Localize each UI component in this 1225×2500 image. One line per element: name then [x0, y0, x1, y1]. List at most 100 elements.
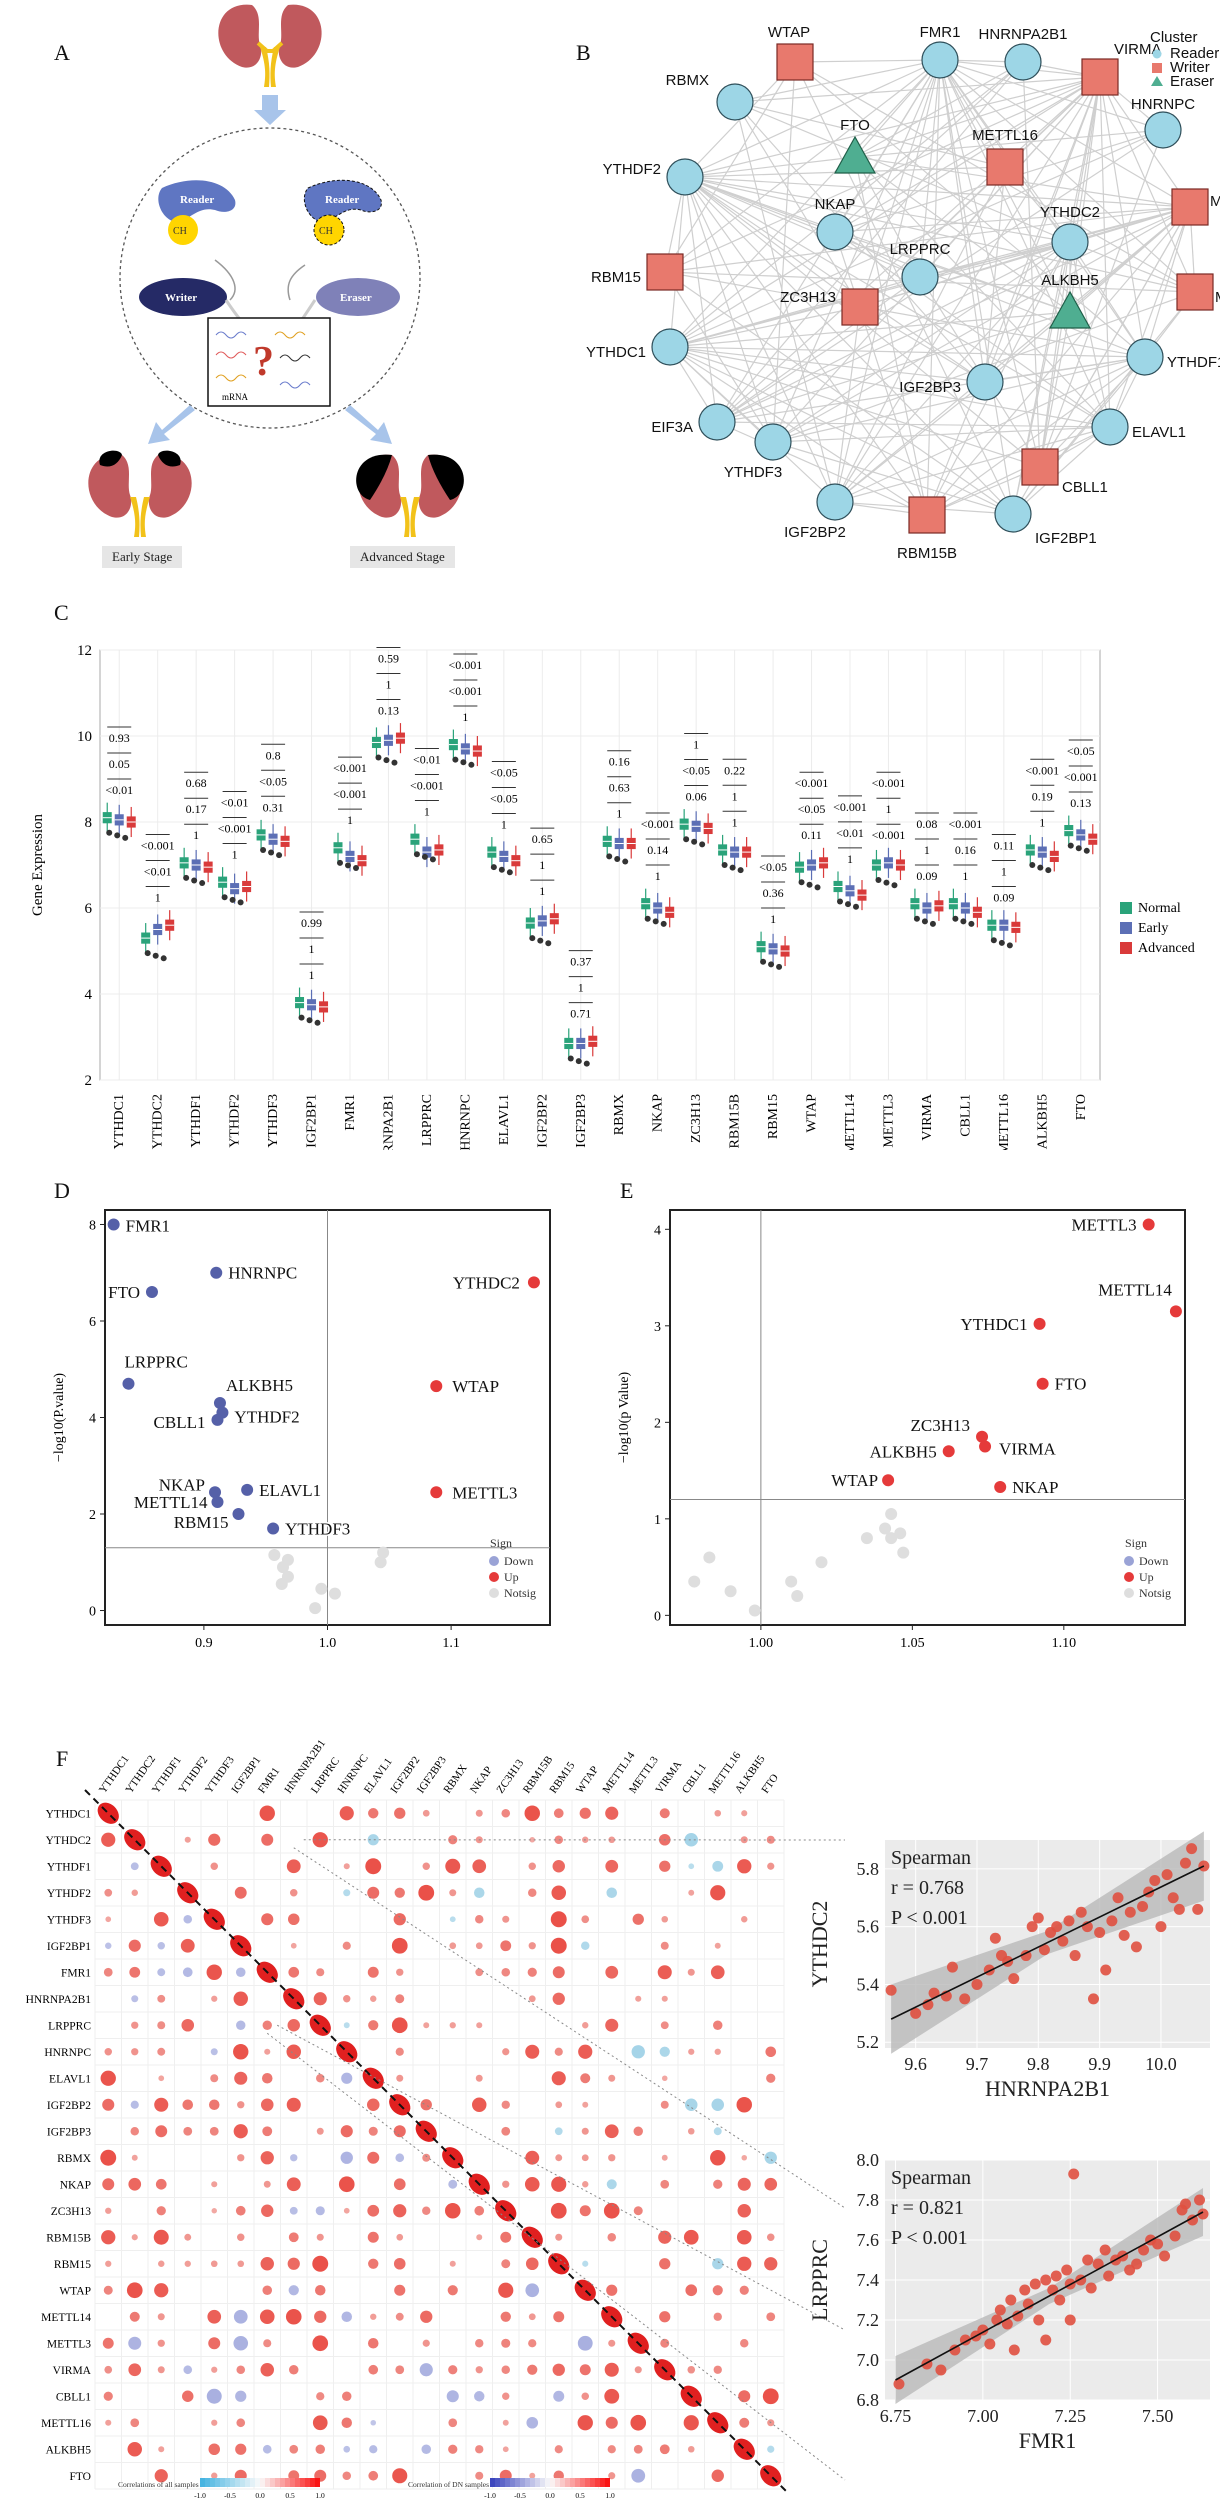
correlation-bubble — [603, 2202, 620, 2219]
outlier-point — [429, 856, 436, 863]
row-label: METTL3 — [47, 2338, 91, 2350]
node-label: YTHDF1 — [1167, 354, 1220, 371]
outlier-point — [545, 940, 552, 947]
x-tick-label: YTHDF3 — [266, 1094, 281, 1148]
correlation-bubble — [207, 2309, 222, 2324]
network-edge — [684, 176, 1111, 428]
correlation-bubble — [157, 2339, 165, 2347]
correlation-bubble — [632, 1913, 644, 1925]
correlation-bubble — [130, 2127, 139, 2136]
correlation-bubble — [444, 2202, 461, 2219]
outlier-point — [729, 864, 736, 871]
network-edge — [716, 421, 928, 516]
colorbar-swatch — [605, 2478, 610, 2487]
network-edge — [772, 241, 1071, 443]
p-value-label: 0.16 — [955, 843, 976, 857]
legend-dot — [1124, 1588, 1134, 1598]
fit-line — [895, 2211, 1204, 2381]
correlation-bubble — [261, 1833, 274, 1846]
legend-swatch-normal — [1120, 902, 1132, 914]
correlation-bubble — [102, 2178, 115, 2191]
outlier-point — [606, 853, 613, 860]
correlation-bubble — [208, 1833, 221, 1846]
row-label: VIRMA — [53, 2365, 92, 2377]
advanced-stage-caption: Advanced Stage — [350, 546, 455, 568]
inset-point — [994, 2304, 1006, 2316]
inset-point — [1192, 1903, 1204, 1915]
correlation-bubble — [660, 2100, 669, 2109]
correlation-bubble — [129, 1966, 141, 1978]
network-node: YTHDF3 — [724, 423, 792, 481]
correlation-bubble — [766, 2073, 776, 2083]
correlation-bubble — [394, 1887, 405, 1898]
network-node: IGF2BP2 — [784, 483, 854, 541]
reader-node-shape — [921, 41, 959, 79]
correlation-bubble — [370, 2313, 377, 2320]
correlation-bubble — [659, 1808, 670, 1819]
row-label: NKAP — [60, 2179, 91, 2191]
colorbar-swatch — [490, 2478, 495, 2487]
correlation-bubble — [158, 2446, 165, 2453]
correlation-bubble — [472, 2097, 487, 2112]
correlation-bubble — [550, 2202, 567, 2219]
p-value-label: <0.001 — [872, 776, 906, 790]
outlier-point — [460, 759, 467, 766]
mrna-box — [207, 317, 331, 407]
network-edge — [854, 156, 1111, 428]
network-edge — [669, 346, 1014, 515]
correlation-bubble — [131, 1995, 139, 2003]
svg-text:CH: CH — [173, 226, 187, 237]
x-tick-label: IGF2BP3 — [574, 1094, 589, 1148]
outlier-point — [1037, 864, 1044, 871]
reader-node-shape — [994, 495, 1032, 533]
point-label: METTL14 — [1098, 1280, 1172, 1299]
outlier-point — [691, 838, 698, 845]
correlation-bubble — [419, 2363, 433, 2377]
panel-label-a: A — [54, 40, 70, 65]
colorbar-swatch — [600, 2478, 605, 2487]
volcano-point — [976, 1430, 989, 1443]
network-edge — [834, 76, 1101, 503]
col-label: NKAP — [468, 1764, 495, 1795]
inset-point — [1082, 2254, 1094, 2266]
correlation-bubble — [422, 2153, 431, 2162]
correlation-bubble — [314, 2310, 327, 2323]
outlier-point — [529, 935, 536, 942]
correlation-bubble — [555, 2154, 563, 2162]
outlier-point — [968, 920, 975, 927]
svg-text:Reader: Reader — [180, 194, 214, 206]
legend-label: Up — [1139, 1570, 1154, 1584]
correlation-bubble — [550, 1937, 567, 1954]
correlation-bubble — [395, 1994, 405, 2004]
correlation-bubble — [475, 2445, 484, 2454]
writer-node-shape — [908, 496, 946, 534]
correlation-bubble — [552, 1992, 565, 2005]
inset-x-tick: 6.75 — [880, 2406, 912, 2426]
correlation-bubble — [105, 1942, 112, 1949]
node-label: IGF2BP3 — [899, 379, 961, 396]
p-value-label: <0.01 — [105, 783, 133, 797]
reader-node-shape — [1144, 111, 1182, 149]
point-label: LRPPRC — [124, 1353, 187, 1372]
row-label: WTAP — [59, 2285, 91, 2297]
p-value-label: 0.71 — [570, 1007, 591, 1021]
eraser-node-shape — [1048, 290, 1092, 329]
correlation-bubble — [262, 2020, 272, 2030]
network-edge — [794, 61, 1146, 358]
network-node: IGF2BP3 — [899, 363, 1004, 401]
correlation-bubble — [343, 2022, 350, 2029]
reader-node-shape — [816, 483, 854, 521]
node-label: FTO — [840, 117, 870, 134]
eraser-icon — [316, 278, 400, 316]
correlation-bubble — [767, 2445, 775, 2453]
network-edge — [1039, 129, 1164, 468]
colorbar-swatch — [545, 2478, 550, 2487]
inset-point — [1061, 2264, 1073, 2276]
correlation-bubble — [711, 2469, 724, 2482]
p-value-label: 1 — [1039, 815, 1045, 829]
correlation-bubble — [528, 1995, 536, 2003]
point-label: WTAP — [831, 1471, 878, 1490]
correlation-bubble — [261, 2204, 274, 2217]
svg-text:Eraser: Eraser — [340, 292, 372, 304]
correlation-bubble — [741, 2154, 748, 2161]
